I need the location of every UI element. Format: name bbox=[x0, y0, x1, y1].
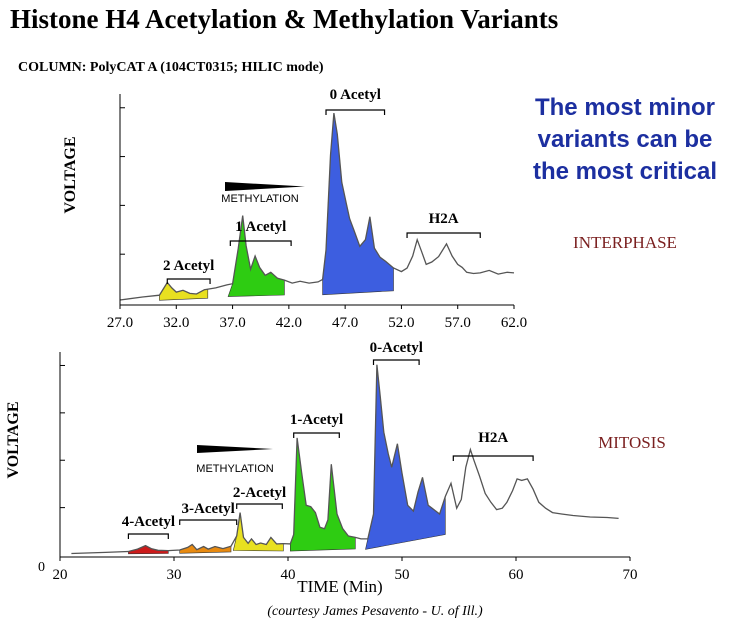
methylation-label: METHYLATION bbox=[221, 193, 298, 205]
peak-fill-3 bbox=[290, 437, 356, 552]
methylation-wedge bbox=[197, 445, 273, 453]
peak-label: 2-Acetyl bbox=[233, 485, 286, 501]
peak-label: 1 Acetyl bbox=[235, 219, 286, 235]
x-axis-label: TIME (Min) bbox=[297, 577, 382, 596]
note-line-3: the most critical bbox=[532, 158, 718, 185]
note-line-2: variants can be bbox=[537, 126, 713, 153]
peak-bracket bbox=[166, 278, 211, 284]
methylation-wedge bbox=[225, 182, 305, 191]
x-tick-label: 57.0 bbox=[445, 315, 471, 331]
phase-label: INTERPHASE bbox=[573, 233, 677, 252]
interphase-panel: 27.0 32.0 37.0 42.0 47.0 52.0 57.0 62.0 VOLTAGE I… bbox=[62, 87, 677, 331]
peak-bracket bbox=[325, 109, 386, 115]
x-tick-label: 52.0 bbox=[388, 315, 414, 331]
x-tick-label: 40 bbox=[281, 567, 296, 583]
peak-bracket bbox=[372, 359, 420, 365]
peak-label: 2 Acetyl bbox=[163, 258, 214, 274]
chromatogram-trace bbox=[71, 364, 619, 555]
x-tick-label: 60 bbox=[509, 567, 524, 583]
peak-bracket bbox=[229, 240, 292, 246]
x-tick-label: 37.0 bbox=[219, 315, 245, 331]
x-tick-label: 27.0 bbox=[107, 315, 133, 331]
x-tick-label: 70 bbox=[623, 567, 638, 583]
phase-label: MITOSIS bbox=[598, 433, 666, 452]
peak-label: H2A bbox=[429, 211, 459, 227]
peak-label: 0 Acetyl bbox=[330, 87, 381, 103]
peak-bracket bbox=[293, 432, 340, 438]
credit-text: (courtesy James Pesavento - U. of Ill.) bbox=[267, 604, 483, 619]
y-axis-label: VOLTAGE bbox=[5, 401, 22, 478]
peak-label: H2A bbox=[478, 430, 508, 446]
note-text: The most minor variants can be the most … bbox=[505, 92, 745, 188]
peak-label: 0-Acetyl bbox=[370, 340, 423, 356]
note-line-1: The most minor bbox=[534, 94, 715, 121]
x-tick-label: 42.0 bbox=[276, 315, 302, 331]
y-axis-label: VOLTAGE bbox=[62, 136, 79, 213]
x-tick-label: 30 bbox=[167, 567, 182, 583]
peak-bracket bbox=[236, 503, 283, 509]
peak-label: 4-Acetyl bbox=[122, 514, 175, 530]
x-tick-label: 20 bbox=[53, 567, 68, 583]
column-label: COLUMN: PolyCAT A (104CT0315; HILIC mode… bbox=[18, 60, 324, 75]
peak-bracket bbox=[179, 519, 238, 525]
chromatogram-trace bbox=[119, 112, 515, 301]
mitosis-panel: 20 30 40 50 60 70 0 VOLTAGE TIME (Min) MITOSIS MET… bbox=[5, 340, 666, 596]
methylation-label: METHYLATION bbox=[196, 463, 273, 475]
peak-label: 1-Acetyl bbox=[290, 412, 343, 428]
x-tick-label: 47.0 bbox=[332, 315, 358, 331]
x-tick-label: 62.0 bbox=[501, 315, 527, 331]
peak-bracket bbox=[127, 533, 169, 539]
x-tick-label: 50 bbox=[395, 567, 410, 583]
peak-fill-2 bbox=[322, 113, 394, 296]
x-tick-label: 32.0 bbox=[163, 315, 189, 331]
peak-bracket bbox=[452, 455, 534, 461]
peak-fill-4 bbox=[365, 364, 446, 550]
peak-label: 3-Acetyl bbox=[182, 501, 235, 517]
page-title: Histone H4 Acetylation & Methylation Var… bbox=[10, 4, 559, 34]
y-tick-label: 0 bbox=[38, 560, 45, 575]
peak-bracket bbox=[406, 232, 481, 238]
